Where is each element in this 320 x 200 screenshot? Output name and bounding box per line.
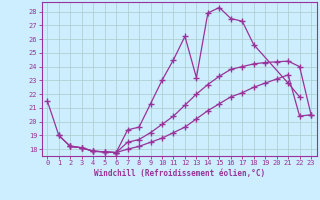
X-axis label: Windchill (Refroidissement éolien,°C): Windchill (Refroidissement éolien,°C)	[94, 169, 265, 178]
